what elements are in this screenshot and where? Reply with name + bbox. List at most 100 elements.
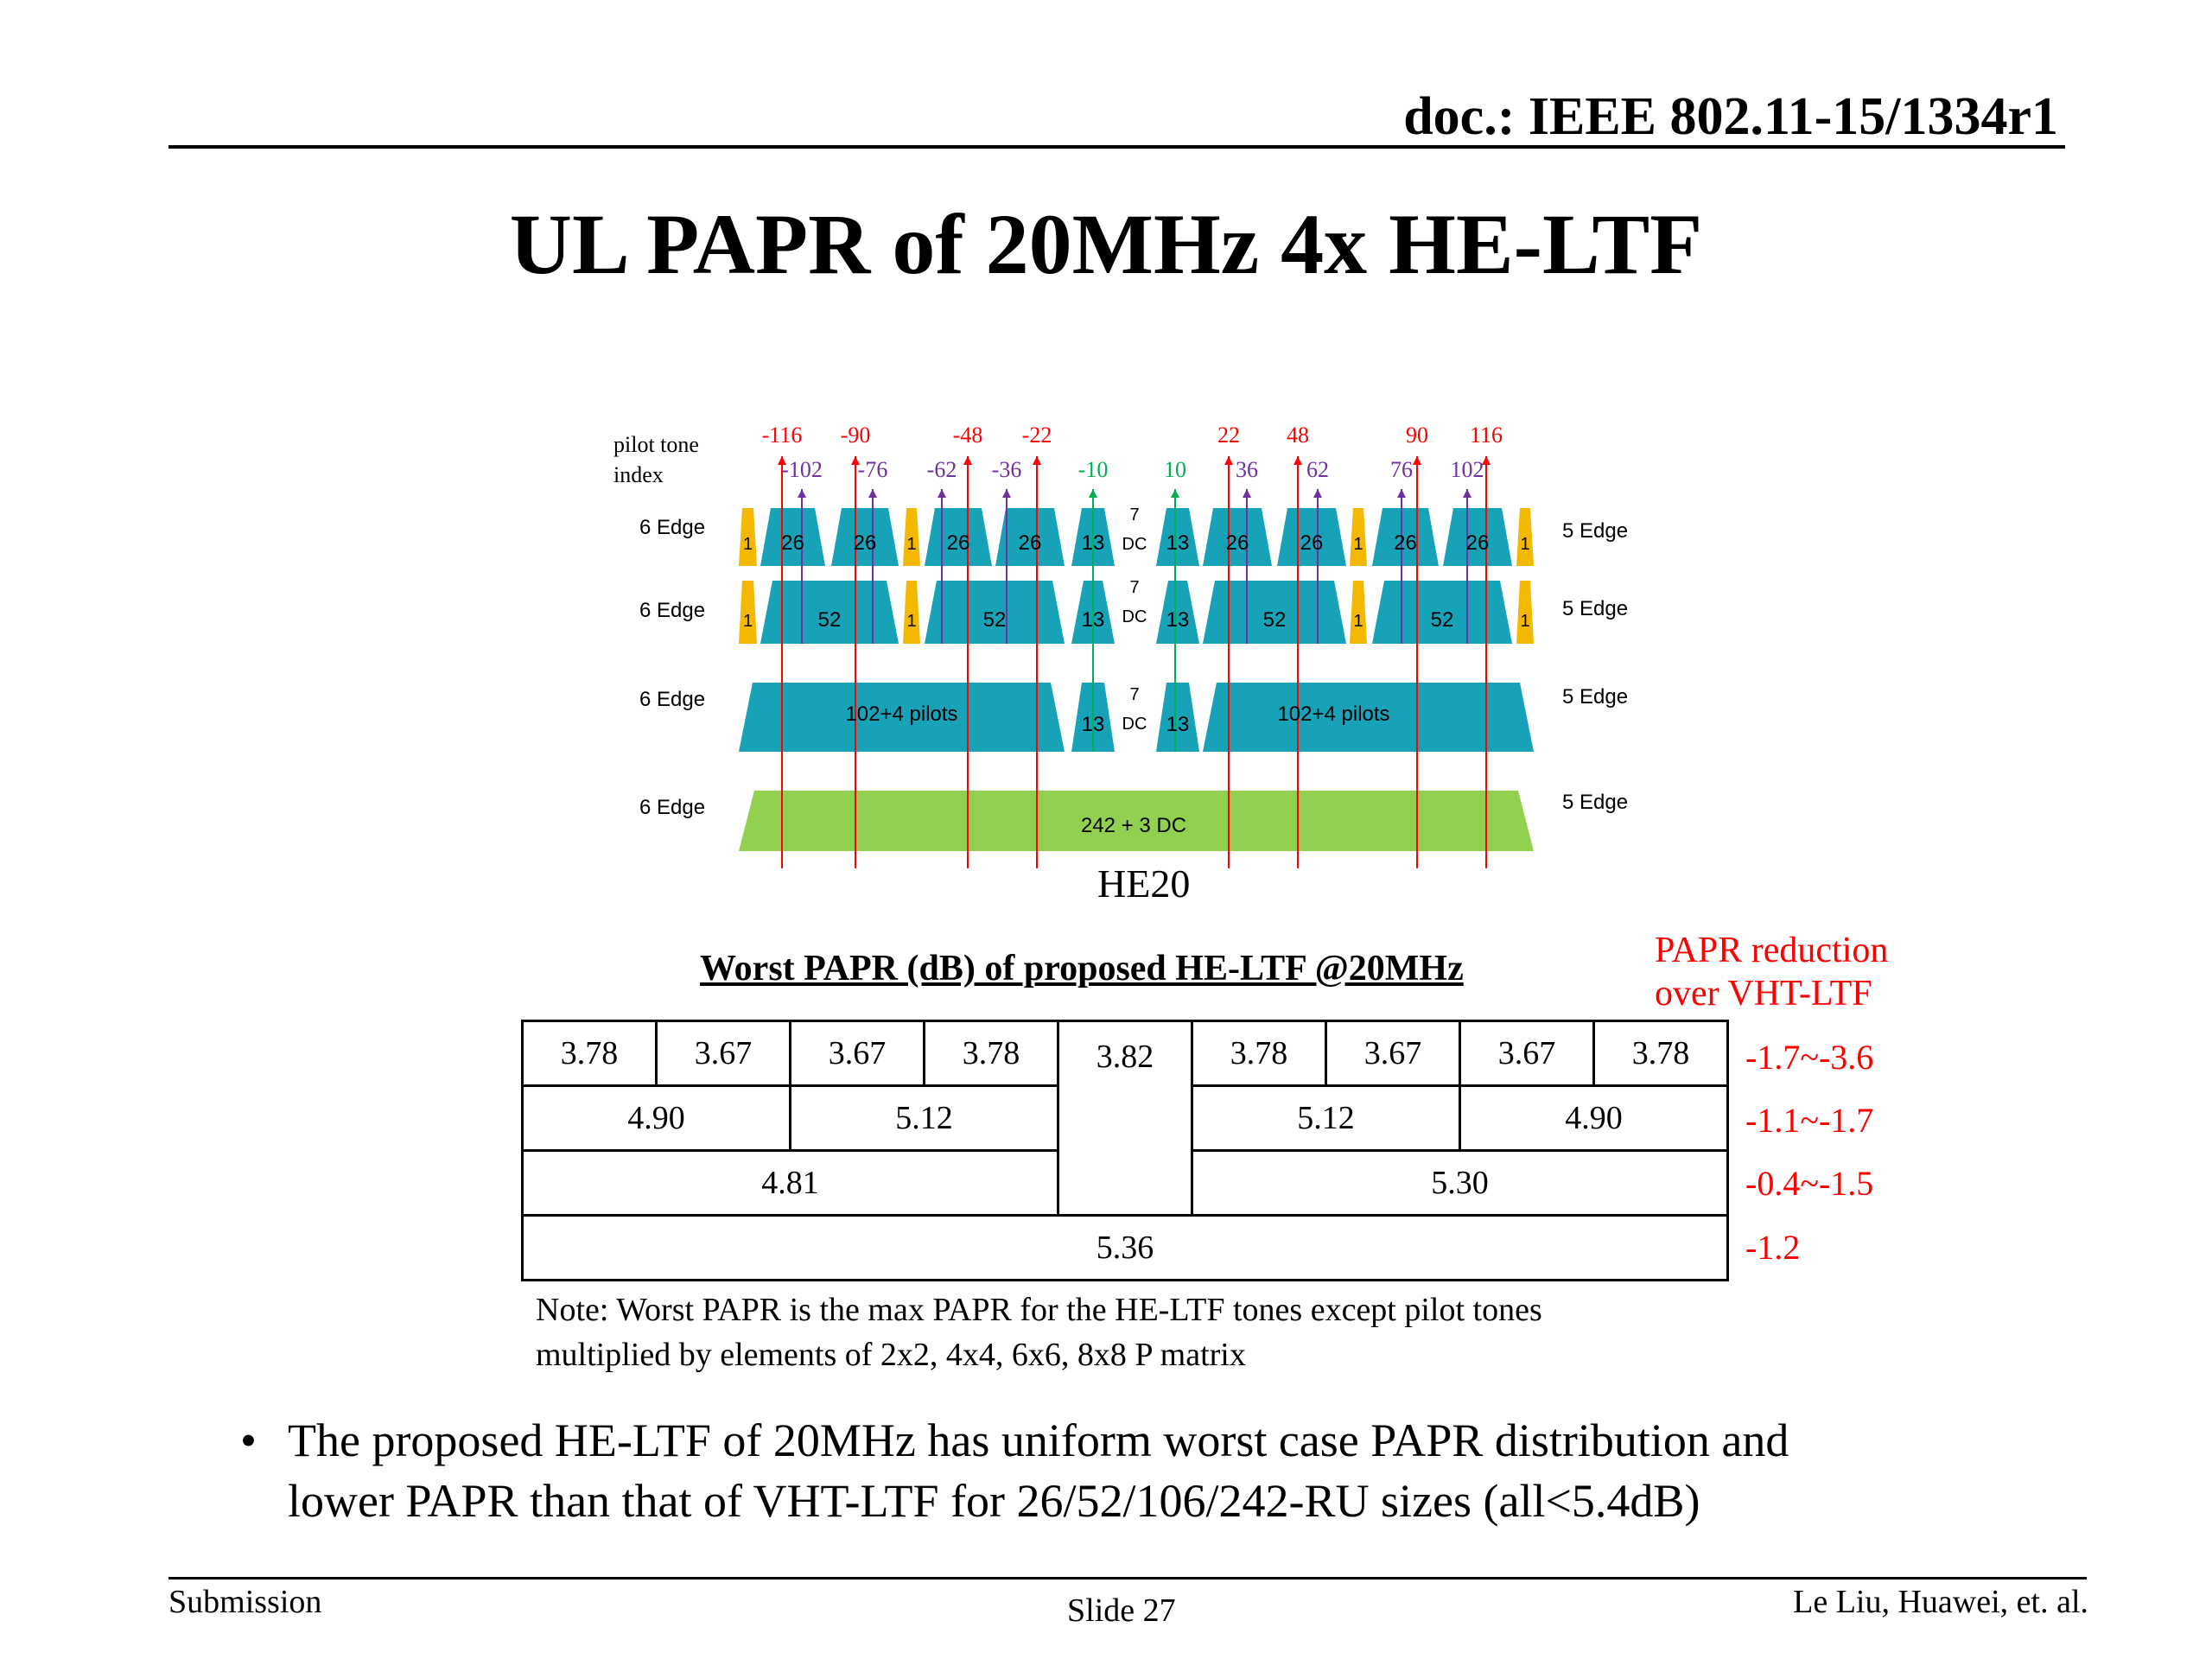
left-edge-label: 6 Edge: [639, 688, 705, 711]
dc-count-label: 7: [1129, 578, 1139, 597]
ru-row3-block: [1203, 683, 1534, 752]
bullet-text-line2: lower PAPR than that of VHT-LTF for 26/5…: [288, 1475, 1700, 1527]
left-edge-label: 6 Edge: [639, 599, 705, 622]
pilot-index-label: -76: [858, 457, 888, 482]
table-row-106ru: 4.81 5.30: [521, 1149, 1729, 1217]
ru-row3-label: 13: [1082, 713, 1105, 736]
table-row-52ru: 4.90 5.12 5.12 4.90: [521, 1084, 1729, 1152]
footer-slide-number: Slide 27: [1067, 1592, 1176, 1629]
pilot-arrow-icon: [1397, 489, 1406, 498]
ru-row1-label: 13: [1082, 531, 1105, 555]
pilot-index-label: 36: [1236, 457, 1258, 482]
pilot-index-label: -10: [1078, 457, 1109, 482]
table-cell: 3.78: [521, 1020, 658, 1087]
pilot-arrow-icon: [1413, 456, 1421, 465]
left-edge-label: 6 Edge: [639, 516, 705, 539]
ru-row1-block: [995, 508, 1065, 566]
ru-row1-label: 1: [1353, 535, 1363, 554]
ru-row1-block: [903, 508, 920, 566]
table-cell: 3.78: [1191, 1020, 1327, 1087]
ru-row1-label: 26: [1394, 531, 1417, 555]
pilot-index-label: 76: [1390, 457, 1413, 482]
ru-row2-block: [1350, 581, 1367, 644]
pilot-arrow-icon: [1033, 456, 1041, 465]
pilot-tone-label: index: [613, 462, 664, 487]
table-caption: Worst PAPR (dB) of proposed HE-LTF @20MH…: [700, 949, 1464, 988]
table-note-line2: multiplied by elements of 2x2, 4x4, 6x6,…: [536, 1337, 1246, 1373]
ru-row1-label: 26: [1466, 531, 1490, 555]
table-row-242ru: 5.36: [521, 1214, 1729, 1281]
table-note-line1: Note: Worst PAPR is the max PAPR for the…: [536, 1292, 1542, 1328]
pilot-index-label: -90: [841, 423, 871, 448]
ru-row1-label: 1: [743, 535, 753, 554]
ru-row4-label: 242 + 3 DC: [1081, 814, 1186, 837]
ru-row4-block: [739, 791, 1534, 851]
table-row-26ru: 3.78 3.67 3.67 3.78 3.82 3.78 3.67 3.67 …: [521, 1020, 1729, 1217]
papr-reduction-26ru: -1.7~-3.6: [1745, 1038, 1874, 1077]
table-cell: 4.81: [521, 1149, 1059, 1217]
pilot-arrow-icon: [1294, 456, 1302, 465]
pilot-arrow-icon: [778, 456, 786, 465]
ru-row1-block: [1516, 508, 1534, 566]
ru-row2-label: 1: [906, 612, 916, 631]
ru-row1-block: [1277, 508, 1346, 566]
diagram-caption: HE20: [1097, 861, 1191, 906]
ru-row1-block: [760, 508, 825, 566]
papr-reduction-52ru: -1.1~-1.7: [1745, 1101, 1874, 1140]
ru-row1-label: 1: [1520, 535, 1529, 554]
pilot-arrow-icon: [1482, 456, 1491, 465]
dc-count-label: 7: [1129, 685, 1139, 704]
dc-count-label: 7: [1129, 505, 1139, 524]
ru-row3-block: [739, 683, 1065, 752]
ru-row3-block: [1156, 683, 1199, 752]
table-cell: 5.12: [1191, 1084, 1461, 1152]
pilot-index-label: 116: [1470, 423, 1503, 448]
pilot-index-label: 90: [1406, 423, 1428, 448]
ru-row2-block: [1372, 581, 1512, 644]
pilot-arrow-icon: [1171, 489, 1179, 498]
ru-row1-block: [739, 508, 757, 566]
document-id: doc.: IEEE 802.11-15/1334r1: [1403, 87, 2058, 146]
ru-tone-plan-diagram: 1 26 26 1 26 26 13 13 26 26 1 26 26 1 1 52 1 52 13 13 52 1 52 1…: [613, 423, 1628, 868]
pilot-arrow-icon: [1002, 489, 1011, 498]
table-cell: 4.90: [521, 1084, 791, 1152]
ru-row2-label: 1: [1353, 612, 1363, 631]
ru-row1-block: [1350, 508, 1367, 566]
ru-row3-label: 102+4 pilots: [1277, 702, 1389, 726]
bullet-text: The proposed HE-LTF of 20MHz has uniform…: [288, 1410, 1947, 1531]
dc-label: DC: [1122, 535, 1147, 554]
pilot-index-label: -116: [762, 423, 803, 448]
bullet-text-line1: The proposed HE-LTF of 20MHz has uniform…: [288, 1414, 1789, 1466]
ru-row2-label: 52: [1431, 608, 1454, 632]
footer-divider: [168, 1577, 2087, 1580]
pilot-index-label: 102: [1451, 457, 1484, 482]
pilot-arrow-icon: [1243, 489, 1251, 498]
ru-row2-block: [903, 581, 920, 644]
papr-table: 3.78 3.67 3.67 3.78 3.82 3.78 3.67 3.67 …: [521, 1020, 1729, 1281]
ru-row2-label: 52: [818, 608, 842, 632]
table-note: Note: Worst PAPR is the max PAPR for the…: [536, 1287, 1745, 1377]
ru-row2-block: [925, 581, 1065, 644]
ru-row1-label: 26: [781, 531, 804, 555]
table-cell: 3.67: [1325, 1020, 1461, 1087]
pilot-arrow-icon: [851, 456, 860, 465]
papr-reduction-header: PAPR reduction over VHT-LTF: [1655, 929, 1931, 1015]
papr-reduction-header-line1: PAPR reduction: [1655, 931, 1889, 970]
right-edge-label: 5 Edge: [1562, 685, 1628, 709]
ru-row1-block: [1203, 508, 1272, 566]
pilot-index-label: -36: [992, 457, 1022, 482]
table-cell: 3.67: [1459, 1020, 1595, 1087]
ru-row2-block: [1516, 581, 1534, 644]
right-edge-label: 5 Edge: [1562, 597, 1628, 620]
pilot-arrow-icon: [1224, 456, 1233, 465]
ru-row1-label: 13: [1166, 531, 1190, 555]
ru-row1-label: 26: [947, 531, 970, 555]
table-cell: 5.30: [1191, 1149, 1729, 1217]
ru-row1-label: 26: [1019, 531, 1042, 555]
ru-row1-block: [1156, 508, 1199, 566]
table-cell: 4.90: [1459, 1084, 1729, 1152]
ru-row1-label: 26: [854, 531, 877, 555]
pilot-index-label: 62: [1306, 457, 1329, 482]
ru-row2-label: 13: [1166, 608, 1190, 632]
table-cell-center-ru: 3.82: [1057, 1020, 1193, 1217]
